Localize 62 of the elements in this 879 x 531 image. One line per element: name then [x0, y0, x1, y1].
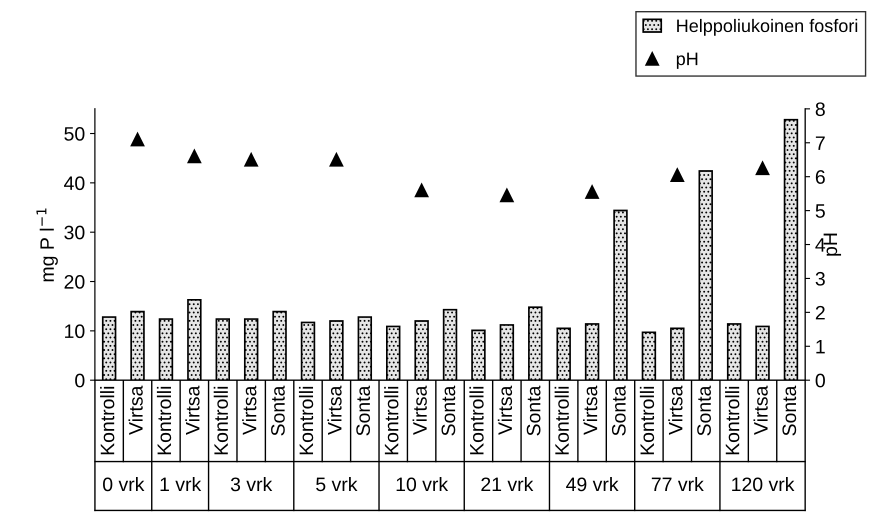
x-tick-label: Sonta [612, 386, 626, 436]
y-tick-label: 40 [64, 176, 84, 190]
y2-tick-label: 7 [816, 136, 825, 150]
y2-axis-title: pH [824, 234, 842, 256]
x-tick-label: Virtsa [498, 386, 512, 435]
x-tick-label: Sonta [697, 386, 711, 436]
x-tick-label: Kontrolli [469, 386, 484, 454]
legend-label: Helppoliukoinen fosfori [677, 18, 858, 36]
point [187, 149, 202, 164]
x-tick-label: Virtsa [583, 386, 598, 435]
y-tick-label: 10 [65, 324, 84, 338]
x-tick-label: Virtsa [128, 386, 143, 435]
y-tick-label: 50 [64, 126, 84, 141]
x-tick-label: Kontrolli [554, 386, 569, 454]
y-tick-label: 30 [64, 226, 84, 240]
y2-tick-label: 6 [816, 170, 825, 184]
x-tick-label: Kontrolli [100, 386, 114, 454]
y2-tick-label: 8 [816, 102, 825, 116]
x-tick-label: Virtsa [185, 386, 200, 435]
point [414, 183, 429, 198]
point [670, 168, 684, 182]
x-tick-label: Kontrolli [384, 386, 398, 454]
legend-label: pH [676, 52, 698, 69]
point [329, 152, 344, 167]
y-axis-title: mg P l$^{−1}$ [36, 208, 58, 282]
point [130, 132, 144, 146]
y2-tick-label: 4 [815, 238, 826, 252]
x-tick-label: Kontrolli [214, 386, 228, 454]
text: 1 vrk [160, 476, 202, 492]
y2-tick-label: 5 [816, 204, 825, 218]
point [244, 152, 258, 167]
x-tick-label: Virtsa [242, 386, 256, 435]
x-tick-label: Kontrolli [725, 386, 740, 454]
text: 77 vrk [652, 476, 704, 492]
text: 3 vrk [230, 476, 272, 492]
text: 120 vrk [732, 476, 794, 492]
y-tick-label: 20 [64, 274, 84, 289]
y2-tick-label: 0 [816, 374, 825, 388]
x-tick-label: Sonta [526, 386, 540, 436]
text: 10 vrk [396, 476, 448, 492]
x-tick-label: Sonta [782, 386, 796, 436]
x-tick-label: Sonta [271, 386, 285, 436]
text: 21 vrk [481, 476, 534, 492]
text: 49 vrk [566, 476, 619, 492]
point [585, 185, 600, 199]
x-tick-label: Sonta [356, 386, 370, 436]
x-tick-label: Kontrolli [156, 386, 172, 454]
x-tick-label: Virtsa [327, 386, 342, 435]
x-tick-label: Kontrolli [640, 386, 654, 454]
text: 5 vrk [316, 476, 358, 492]
x-tick-label: Sonta [442, 386, 456, 436]
point [756, 161, 770, 176]
text: 0 vrk [103, 476, 144, 492]
x-tick-label: Virtsa [412, 386, 427, 435]
x-tick-label: Kontrolli [298, 386, 314, 454]
y2-tick-label: 1 [816, 340, 825, 354]
y2-tick-label: 3 [816, 272, 825, 286]
y2-tick-label: 2 [816, 306, 825, 320]
x-tick-label: Virtsa [753, 386, 768, 435]
y-tick-label: 0 [75, 374, 84, 388]
x-tick-label: Virtsa [668, 386, 683, 435]
point [500, 188, 514, 202]
